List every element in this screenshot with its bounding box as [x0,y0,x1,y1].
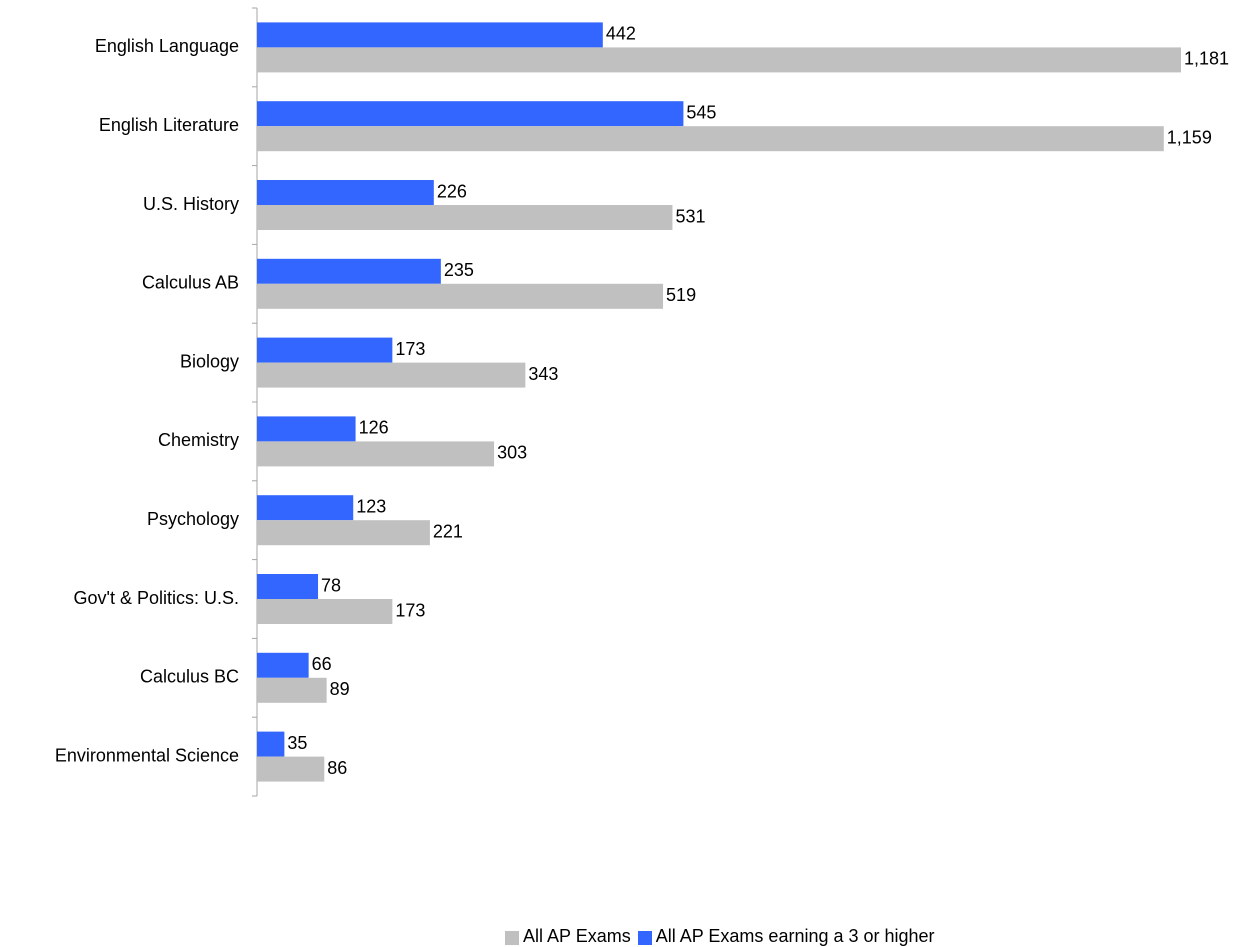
data-label-high-score-calculus-ab: 235 [444,260,474,280]
category-label-english-language: English Language [95,36,239,56]
data-label-high-score-chemistry: 126 [359,418,389,438]
bar-all-exams-environmental-science [257,756,325,782]
data-label-all-exams-gov-t-politics-u-s: 173 [395,600,425,620]
bar-all-exams-english-literature [257,126,1164,152]
bar-high-score-psychology [257,495,354,521]
category-axis [252,7,258,797]
data-label-all-exams-psychology: 221 [433,521,463,541]
legend-item-ap-exams-3-or-higher: All AP Exams earning a 3 or higher [637,926,935,946]
bar-all-exams-calculus-bc [257,677,327,703]
category-label-calculus-bc: Calculus BC [140,667,239,687]
data-label-all-exams-calculus-ab: 519 [666,285,696,305]
bar-all-exams-u-s-history [257,205,673,230]
category-label-environmental-science: Environmental Science [55,745,239,765]
data-label-high-score-calculus-bc: 66 [312,654,332,674]
data-label-all-exams-biology: 343 [528,364,558,384]
data-label-high-score-psychology: 123 [356,496,386,516]
data-label-all-exams-english-literature: 1,159 [1167,127,1212,147]
data-label-high-score-gov-t-politics-u-s: 78 [321,575,341,595]
bars [257,22,1181,782]
bar-all-exams-chemistry [257,441,495,467]
data-label-high-score-english-language: 442 [606,24,636,44]
bar-high-score-gov-t-politics-u-s [257,574,319,599]
bar-chart: English Language 442 1,181 English Literatu… [55,7,1229,797]
bar-all-exams-gov-t-politics-u-s [257,599,393,624]
bar-all-exams-calculus-ab [257,283,664,309]
bar-all-exams-biology [257,362,526,388]
data-label-high-score-biology: 173 [395,339,425,359]
bar-high-score-u-s-history [257,180,434,205]
bar-high-score-english-language [257,22,603,48]
bar-high-score-biology [257,337,393,363]
data-label-all-exams-environmental-science: 86 [327,758,347,778]
legend-swatch-all-ap-exams [505,931,519,945]
category-label-biology: Biology [180,351,239,371]
bar-high-score-chemistry [257,416,356,442]
data-label-high-score-english-literature: 545 [686,102,716,122]
category-label-u-s-history: U.S. History [143,194,239,214]
legend: All AP Exams All AP Exams earning a 3 or… [505,926,942,947]
data-label-all-exams-english-language: 1,181 [1184,49,1229,69]
bar-high-score-english-literature [257,101,684,127]
category-label-english-literature: English Literature [99,115,239,135]
bar-high-score-calculus-bc [257,652,309,678]
category-label-chemistry: Chemistry [158,430,239,450]
data-label-high-score-u-s-history: 226 [437,181,467,201]
legend-label-all-ap-exams: All AP Exams [523,926,631,946]
bar-all-exams-english-language [257,47,1181,73]
data-label-all-exams-u-s-history: 531 [675,206,705,226]
legend-label-ap-exams-3-or-higher: All AP Exams earning a 3 or higher [655,926,935,946]
labels: English Language 442 1,181 English Literatu… [55,24,1229,778]
bar-high-score-calculus-ab [257,258,441,284]
legend-swatch-ap-exams-3-or-higher [637,931,652,945]
category-label-psychology: Psychology [147,509,239,529]
data-label-all-exams-calculus-bc: 89 [330,679,350,699]
bar-high-score-environmental-science [257,731,285,757]
data-label-all-exams-chemistry: 303 [497,443,527,463]
category-label-gov-t-politics-u-s: Gov't & Politics: U.S. [74,588,239,608]
data-label-high-score-environmental-science: 35 [287,733,307,753]
legend-item-all-ap-exams: All AP Exams [505,926,631,946]
category-label-calculus-ab: Calculus AB [142,273,239,293]
bar-all-exams-psychology [257,520,430,546]
